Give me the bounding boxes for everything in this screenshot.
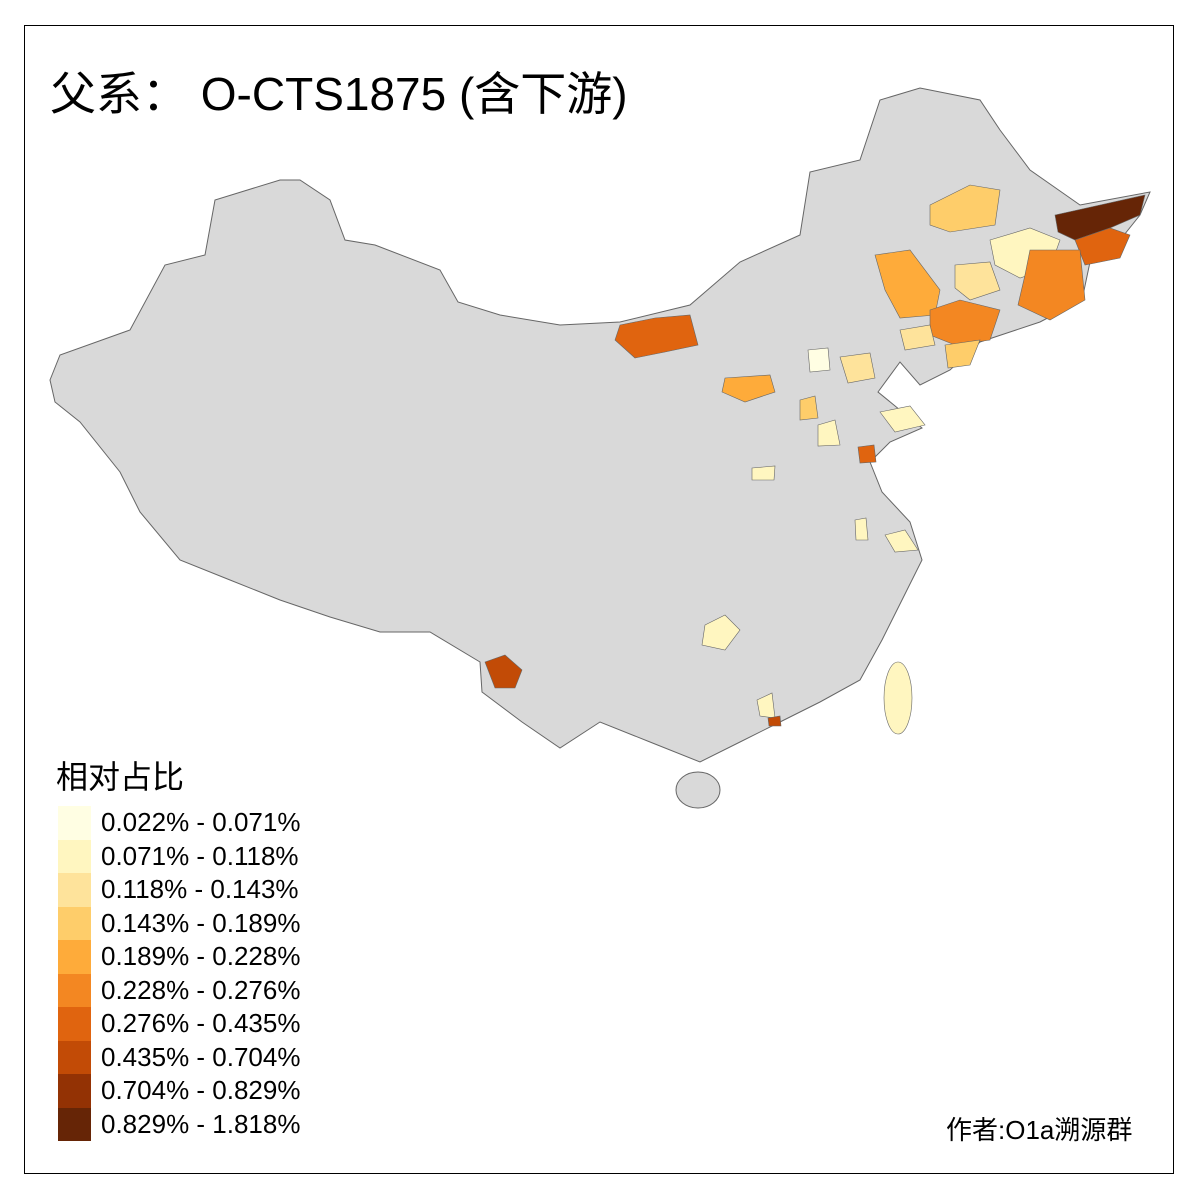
legend-item: 0.228% - 0.276%: [58, 973, 301, 1007]
legend-item: 0.022% - 0.071%: [58, 806, 300, 840]
legend-item: 0.829% - 1.818%: [58, 1107, 301, 1141]
region-shandong-south: [857, 444, 877, 464]
author-credit: 作者:O1a溯源群: [946, 1115, 1133, 1145]
region-tongjiang: [1054, 194, 1146, 241]
legend-label: 0.022% - 0.071%: [101, 807, 301, 838]
legend-item: 0.189% - 0.228%: [58, 940, 300, 974]
legend-swatch: [58, 973, 91, 1007]
region-shenzhen: [767, 715, 782, 727]
region-jilin: [954, 261, 1001, 301]
legend-swatch: [58, 1040, 91, 1074]
region-heilongjiang-east: [1074, 227, 1131, 266]
region-daxinganling: [929, 184, 1001, 233]
region-shandong: [879, 405, 926, 433]
legend-swatch: [58, 839, 91, 873]
region-henan: [817, 419, 841, 447]
region-tianjin: [839, 352, 876, 384]
region-taiwan: [883, 661, 913, 735]
legend-label: 0.143% - 0.189%: [101, 907, 301, 938]
legend-swatch: [58, 1074, 91, 1108]
region-shanxi-south: [751, 465, 776, 481]
legend-item: 0.704% - 0.829%: [58, 1074, 300, 1108]
region-shanxi-north: [721, 374, 776, 403]
region-dalian: [944, 339, 981, 369]
legend-label: 0.228% - 0.276%: [101, 974, 301, 1005]
region-yunnan: [484, 654, 523, 689]
legend-swatch: [58, 940, 91, 974]
region-jiangsu: [884, 529, 919, 553]
plot-border: [24, 25, 1174, 1174]
legend-item: 0.118% - 0.143%: [58, 873, 299, 907]
map-title: 父系： O-CTS1875 (含下游): [50, 68, 628, 120]
region-hunan: [701, 614, 741, 651]
region-liaoning-west: [899, 324, 936, 351]
legend-item: 0.276% - 0.435%: [58, 1007, 300, 1041]
region-mudanjiang: [1017, 249, 1086, 321]
region-hebei: [799, 395, 819, 421]
legend-title: 相对占比: [56, 759, 185, 795]
region-beijing: [807, 347, 831, 373]
legend-swatch: [58, 873, 91, 907]
region-inner-mongolia-west: [614, 314, 699, 359]
legend-swatch: [58, 1007, 91, 1041]
hainan: [675, 771, 721, 809]
legend-swatch: [58, 1107, 91, 1141]
legend-label: 0.704% - 0.829%: [101, 1075, 301, 1106]
legend-label: 0.118% - 0.143%: [101, 874, 299, 905]
legend-swatch: [58, 906, 91, 940]
legend-item: 0.435% - 0.704%: [58, 1040, 301, 1074]
legend-label: 0.829% - 1.818%: [101, 1108, 301, 1139]
legend-label: 0.276% - 0.435%: [101, 1008, 301, 1039]
legend-swatch: [58, 806, 91, 840]
legend-label: 0.189% - 0.228%: [101, 941, 301, 972]
legend-label: 0.071% - 0.118%: [101, 840, 299, 871]
legend-item: 0.071% - 0.118%: [58, 839, 299, 873]
legend-item: 0.143% - 0.189%: [58, 906, 301, 940]
region-anhui: [854, 517, 869, 541]
legend-label: 0.435% - 0.704%: [101, 1041, 301, 1072]
